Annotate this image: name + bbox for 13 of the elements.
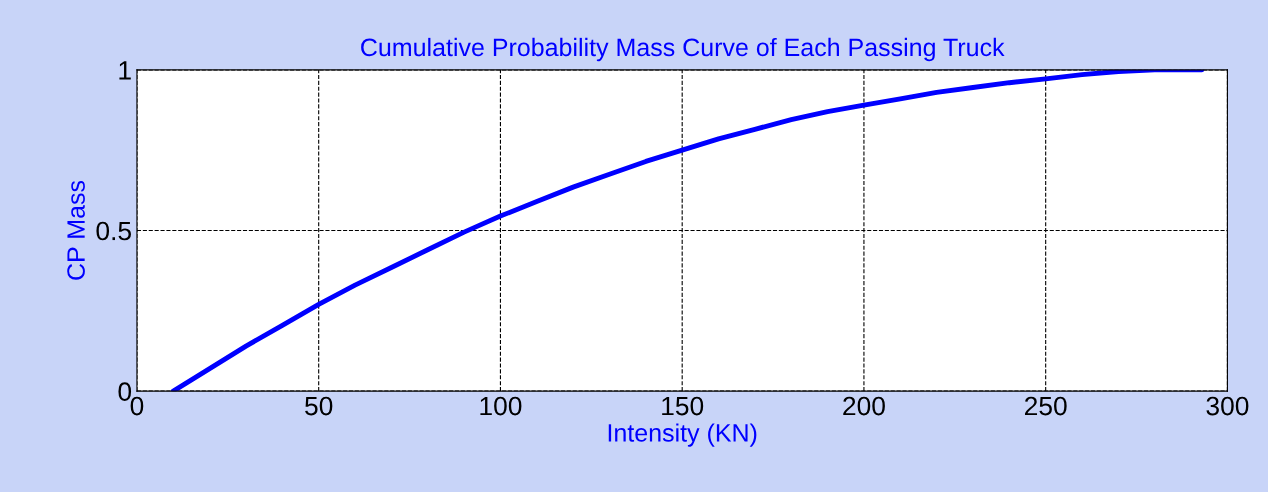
x-tick-label: 200 bbox=[843, 396, 885, 416]
line-series bbox=[170, 69, 1205, 392]
y-tick-label: 0 bbox=[118, 382, 132, 401]
x-axis-title: Intensity (KN) bbox=[608, 423, 757, 447]
x-tick-label: 150 bbox=[662, 396, 704, 416]
y-axis-title: CP Mass bbox=[67, 180, 85, 280]
x-tick-label: 250 bbox=[1024, 396, 1067, 416]
x-tick-label: 50 bbox=[305, 396, 333, 416]
y-tick-label: 0.5 bbox=[96, 221, 131, 241]
y-tick-label: 1 bbox=[119, 61, 131, 80]
x-tick-label: 300 bbox=[1206, 396, 1249, 416]
x-tick-label: 100 bbox=[480, 396, 522, 416]
chart-title: Cumulative Probability Mass Curve of Each Passing Truck bbox=[361, 37, 1005, 62]
